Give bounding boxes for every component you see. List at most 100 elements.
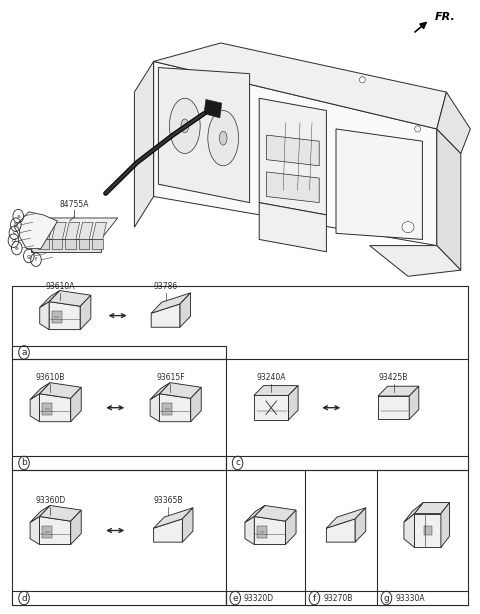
Polygon shape: [30, 505, 50, 523]
Polygon shape: [326, 508, 366, 528]
Polygon shape: [39, 516, 71, 545]
Polygon shape: [404, 502, 423, 522]
Text: 93610B: 93610B: [36, 373, 65, 382]
Polygon shape: [150, 394, 159, 422]
Text: a: a: [16, 214, 20, 219]
Polygon shape: [52, 222, 66, 239]
Text: b: b: [14, 222, 18, 227]
Polygon shape: [79, 239, 89, 249]
Polygon shape: [14, 212, 58, 249]
Text: 93786: 93786: [154, 282, 178, 291]
Polygon shape: [31, 218, 118, 239]
Polygon shape: [415, 513, 441, 548]
Polygon shape: [437, 92, 470, 154]
Text: 93360D: 93360D: [35, 495, 66, 505]
Text: e: e: [15, 246, 19, 251]
Polygon shape: [409, 386, 419, 419]
Polygon shape: [39, 394, 71, 422]
Text: 93330A: 93330A: [395, 594, 425, 602]
Polygon shape: [378, 396, 409, 419]
Polygon shape: [259, 98, 326, 215]
Text: d: d: [12, 238, 15, 243]
Polygon shape: [441, 502, 449, 548]
Polygon shape: [40, 290, 60, 308]
Bar: [12, 286, 468, 605]
Text: 93615F: 93615F: [156, 373, 185, 382]
Polygon shape: [154, 43, 446, 129]
Polygon shape: [79, 222, 93, 239]
Text: d: d: [21, 594, 27, 602]
Polygon shape: [254, 386, 298, 395]
Polygon shape: [151, 304, 180, 327]
Text: FR.: FR.: [434, 12, 455, 22]
Ellipse shape: [208, 111, 239, 166]
Polygon shape: [154, 519, 182, 542]
Text: e: e: [232, 594, 238, 602]
Polygon shape: [31, 239, 101, 252]
Text: f: f: [313, 594, 316, 602]
Polygon shape: [30, 516, 39, 545]
Polygon shape: [355, 508, 366, 542]
Text: 93425B: 93425B: [379, 373, 408, 382]
Polygon shape: [151, 293, 191, 313]
Text: g: g: [27, 254, 31, 258]
Polygon shape: [40, 301, 49, 330]
Polygon shape: [134, 61, 154, 227]
Polygon shape: [92, 239, 103, 249]
Polygon shape: [30, 383, 50, 400]
Polygon shape: [370, 246, 461, 276]
Polygon shape: [266, 135, 319, 166]
Polygon shape: [42, 403, 52, 415]
Polygon shape: [158, 68, 250, 203]
Text: 93240A: 93240A: [256, 373, 286, 382]
Polygon shape: [336, 129, 422, 239]
Polygon shape: [154, 508, 193, 528]
Text: 93320D: 93320D: [244, 594, 274, 602]
Text: 93610A: 93610A: [45, 282, 75, 291]
Text: c: c: [12, 230, 16, 235]
Polygon shape: [326, 519, 355, 542]
Bar: [226, 591, 468, 605]
Polygon shape: [245, 505, 265, 523]
Bar: [12, 591, 226, 605]
Polygon shape: [80, 295, 91, 330]
Polygon shape: [159, 394, 191, 422]
Polygon shape: [424, 526, 432, 535]
Text: 93270B: 93270B: [323, 594, 352, 602]
Ellipse shape: [415, 126, 420, 132]
Polygon shape: [52, 311, 61, 323]
Polygon shape: [49, 290, 91, 306]
Ellipse shape: [169, 98, 200, 154]
Polygon shape: [49, 301, 80, 330]
Polygon shape: [38, 239, 49, 249]
Polygon shape: [191, 387, 201, 422]
Polygon shape: [254, 516, 286, 545]
Polygon shape: [39, 383, 81, 398]
Polygon shape: [92, 222, 107, 239]
Text: b: b: [21, 459, 27, 467]
Bar: [12, 346, 226, 359]
Polygon shape: [71, 510, 81, 545]
Ellipse shape: [402, 222, 414, 233]
Polygon shape: [288, 386, 298, 420]
Polygon shape: [257, 526, 267, 538]
Polygon shape: [180, 293, 191, 327]
Polygon shape: [65, 222, 80, 239]
Bar: [226, 456, 468, 470]
Polygon shape: [154, 61, 437, 246]
Ellipse shape: [360, 77, 365, 83]
Polygon shape: [437, 129, 461, 270]
Polygon shape: [266, 172, 319, 203]
Polygon shape: [150, 383, 170, 400]
Polygon shape: [286, 510, 296, 545]
Polygon shape: [71, 387, 81, 422]
Polygon shape: [52, 239, 62, 249]
Text: 93365B: 93365B: [153, 495, 183, 505]
Polygon shape: [159, 383, 201, 398]
Text: 84755A: 84755A: [60, 200, 89, 209]
Polygon shape: [182, 508, 193, 542]
Polygon shape: [38, 222, 53, 239]
Polygon shape: [378, 386, 419, 396]
Ellipse shape: [219, 131, 227, 145]
Polygon shape: [254, 395, 288, 420]
